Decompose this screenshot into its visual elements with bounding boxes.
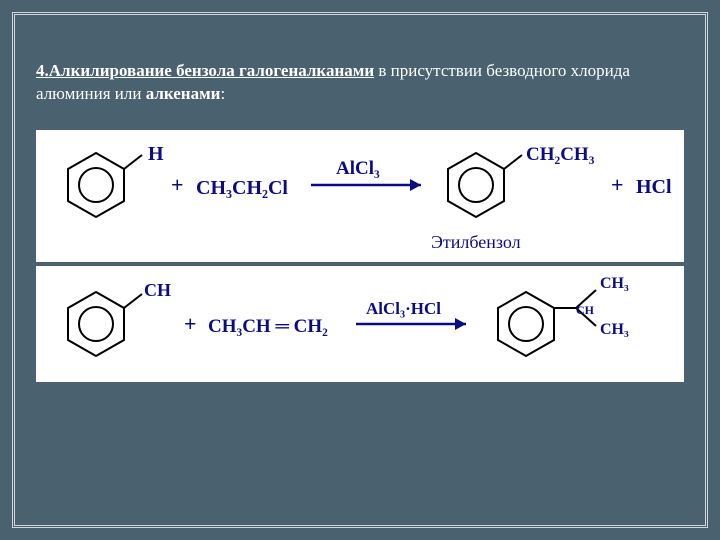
product-sub-bot: CH₃ xyxy=(600,321,629,338)
reaction-panel-1: H + CH₃CH₂Cl AlCl₃ CH₂CH₃ + HCl Этилбенз… xyxy=(36,130,684,262)
product-substituent-1: CH₂CH₃ xyxy=(526,144,595,165)
plus-1: + xyxy=(171,172,184,197)
title-end: : xyxy=(220,84,225,103)
benzene-product-2 xyxy=(498,290,596,356)
catalyst-1: AlCl₃ xyxy=(336,158,380,179)
slide-title: 4.Алкилирование бензола галогеналканами … xyxy=(36,60,684,106)
reaction-panel-2: CH + CH₃CH ═ CH₂ AlCl₃·HCl CH₃ CH CH₃ xyxy=(36,266,684,382)
product-sub-top: CH₃ xyxy=(600,275,629,292)
reagent-1: CH₃CH₂Cl xyxy=(196,177,288,199)
title-tail: алкенами xyxy=(146,84,221,103)
substituent-H: H xyxy=(148,143,164,165)
plus-2: + xyxy=(611,172,624,197)
reagent-2: CH₃CH ═ CH₂ xyxy=(208,316,328,337)
product-name-1: Этилбензол xyxy=(431,232,521,252)
benzene-reactant xyxy=(68,153,142,217)
catalyst-2: AlCl₃·HCl xyxy=(366,299,441,318)
product-sub-mid: CH xyxy=(576,303,595,317)
reaction-arrow-2: AlCl₃·HCl xyxy=(356,299,466,330)
byproduct-1: HCl xyxy=(636,176,672,198)
plus-3: + xyxy=(184,311,197,336)
benzene-reactant-2 xyxy=(68,292,142,356)
reaction-arrow-1: AlCl₃ xyxy=(311,158,421,191)
substituent-CH: CH xyxy=(144,280,171,300)
title-lead: 4.Алкилирование бензола галогеналканами xyxy=(36,61,374,80)
benzene-product-1 xyxy=(448,153,522,217)
